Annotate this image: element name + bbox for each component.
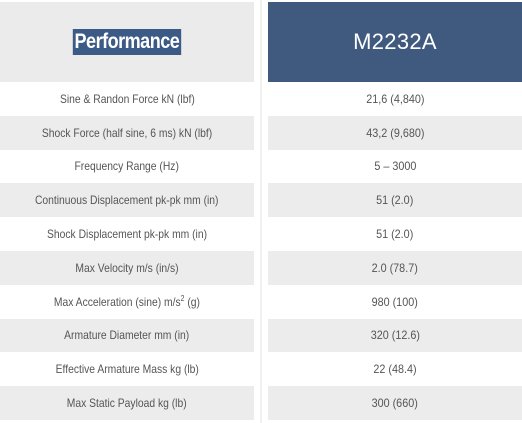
value-row: 51 (2.0) — [268, 217, 522, 251]
row-value: 320 (12.6) — [370, 328, 420, 343]
label-row: Effective Armature Mass kg (lb) — [0, 352, 254, 387]
label-row: Max Velocity m/s (in/s) — [0, 250, 254, 285]
row-value: 980 (100) — [371, 294, 419, 309]
value-row: 21,6 (4,840) — [268, 82, 522, 116]
value-row: 2.0 (78.7) — [268, 250, 522, 285]
row-value: 43,2 (9,680) — [365, 125, 425, 140]
row-label: Frequency Range (Hz) — [74, 159, 180, 174]
value-row: 300 (660) — [268, 386, 522, 420]
row-label-superscript: 2 — [180, 293, 185, 303]
label-row: Frequency Range (Hz) — [0, 149, 254, 184]
row-label: Sine & Randon Force kN (lbf) — [59, 91, 195, 106]
row-value: 21,6 (4,840) — [365, 91, 425, 106]
row-value: 51 (2.0) — [376, 193, 414, 208]
model-heading: M2232A — [353, 29, 437, 54]
value-column: M2232A 21,6 (4,840) 43,2 (9,680) 5 – 300… — [268, 2, 522, 420]
row-label: Shock Force (half sine, 6 ms) kN (lbf) — [41, 125, 213, 140]
label-row: Max Acceleration (sine) m/s2 (g) — [0, 284, 254, 319]
label-row: Continuous Displacement pk-pk mm (in) — [0, 183, 254, 218]
row-label: Continuous Displacement pk-pk mm (in) — [35, 193, 219, 208]
value-row: 980 (100) — [268, 284, 522, 319]
row-value: 5 – 3000 — [373, 159, 417, 174]
row-label-unit: (g) — [184, 294, 201, 309]
label-row: Max Static Payload kg (lb) — [0, 386, 254, 420]
value-row: 5 – 3000 — [268, 149, 522, 184]
row-label-main: Max Acceleration (sine) m/s — [53, 294, 181, 309]
value-row: 320 (12.6) — [268, 318, 522, 353]
value-row: 22 (48.4) — [268, 352, 522, 387]
row-label: Armature Diameter mm (in) — [64, 328, 190, 343]
label-row: Shock Displacement pk-pk mm (in) — [0, 217, 254, 251]
model-header-cell: M2232A — [268, 2, 522, 82]
row-label: Max Static Payload kg (lb) — [67, 396, 187, 411]
label-row: Sine & Randon Force kN (lbf) — [0, 82, 254, 116]
value-row: 43,2 (9,680) — [268, 115, 522, 150]
value-row: 51 (2.0) — [268, 183, 522, 218]
row-value: 51 (2.0) — [376, 227, 414, 242]
label-column: Performance Sine & Randon Force kN (lbf)… — [0, 2, 254, 420]
row-label: Max Acceleration (sine) m/s2 (g) — [53, 293, 201, 309]
column-divider — [260, 0, 262, 423]
row-value: 22 (48.4) — [373, 362, 417, 377]
row-label: Max Velocity m/s (in/s) — [75, 260, 179, 275]
performance-header-cell: Performance — [0, 2, 254, 82]
row-value: 300 (660) — [371, 396, 419, 411]
row-label: Effective Armature Mass kg (lb) — [55, 362, 199, 377]
row-value: 2.0 (78.7) — [371, 260, 419, 275]
row-label: Shock Displacement pk-pk mm (in) — [46, 227, 208, 242]
label-row: Shock Force (half sine, 6 ms) kN (lbf) — [0, 115, 254, 150]
label-row: Armature Diameter mm (in) — [0, 318, 254, 353]
performance-heading: Performance — [72, 29, 182, 55]
